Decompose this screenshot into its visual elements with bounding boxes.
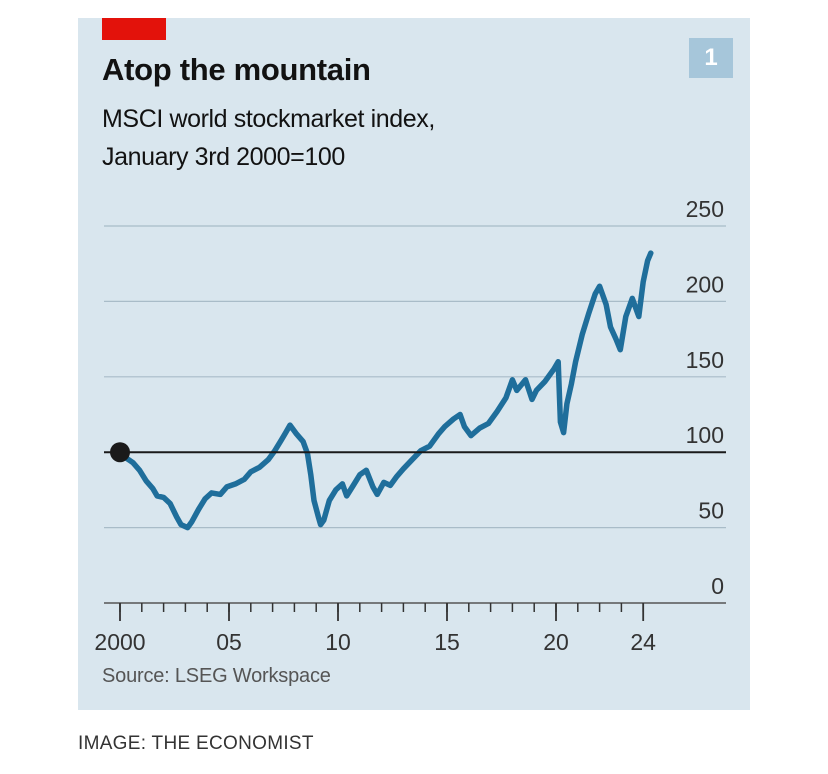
x-tick-label: 05: [216, 629, 242, 655]
x-tick-label: 24: [630, 629, 656, 655]
x-tick-label: 20: [543, 629, 569, 655]
image-credit: IMAGE: THE ECONOMIST: [78, 733, 314, 754]
y-tick-label: 250: [686, 196, 724, 222]
subtitle-line-1: MSCI world stockmarket index,: [102, 105, 435, 133]
x-tick-label: 15: [434, 629, 460, 655]
chart-card: 1 Atop the mountain MSCI world stockmark…: [78, 18, 750, 710]
y-tick-label: 150: [686, 347, 724, 373]
x-tick-label: 2000: [94, 629, 145, 655]
y-tick-label: 0: [711, 573, 724, 599]
x-tick-label: 10: [325, 629, 351, 655]
y-tick-label: 100: [686, 422, 724, 448]
chart-subtitle: MSCI world stockmarket index, January 3r…: [102, 100, 602, 176]
start-point-marker: [110, 442, 130, 463]
subtitle-line-2: January 3rd 2000=100: [102, 143, 345, 171]
msci-index-line: [117, 250, 654, 531]
chart-number-badge: 1: [689, 38, 733, 78]
line-chart: 0 50 100 150 200 250 2000 05 10 15 20 24: [94, 196, 726, 655]
y-tick-label: 200: [686, 271, 724, 297]
source-note: Source: LSEG Workspace: [102, 665, 331, 687]
y-tick-label: 50: [698, 498, 724, 524]
chart-title: Atop the mountain: [102, 52, 371, 87]
brand-red-tab: [102, 18, 166, 40]
